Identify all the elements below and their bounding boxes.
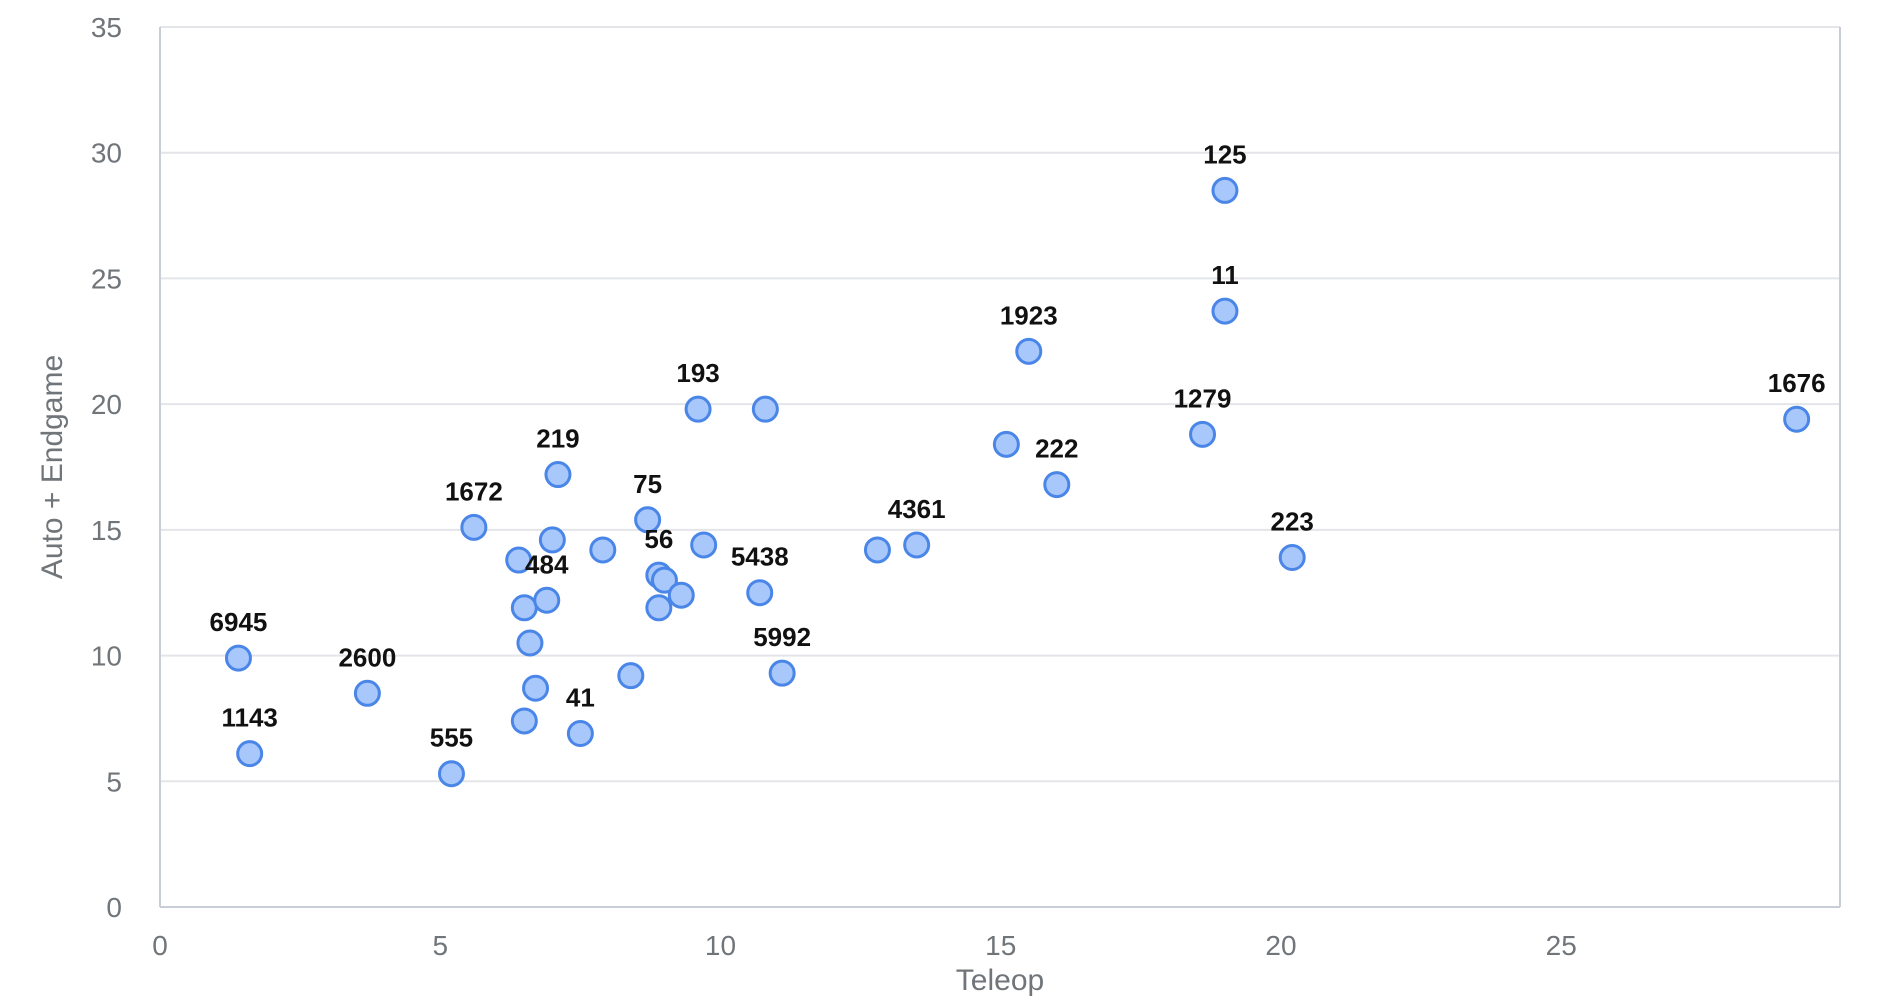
data-point [224,644,252,672]
data-point [684,395,712,423]
data-point-label: 56 [644,524,673,554]
data-point [746,579,774,607]
data-point [538,526,566,554]
y-tick-label: 10 [91,641,122,672]
x-tick-label: 0 [152,930,168,961]
data-point-label: 223 [1271,507,1314,537]
data-point-label: 5438 [731,542,789,572]
data-point-label: 1672 [445,476,503,506]
data-point [533,586,561,614]
data-point [690,531,718,559]
data-point [1278,544,1306,572]
data-point-label: 125 [1203,139,1246,169]
data-point [1043,471,1071,499]
point-label-layer: 6945 1143 2600 555 1672 484 219 41 75 56 193 5438 59… [210,139,1826,752]
data-point-label: 222 [1035,434,1078,464]
data-point-label: 484 [525,549,569,579]
data-point [236,740,264,768]
data-point-label: 6945 [210,607,268,637]
y-tick-label: 30 [91,138,122,169]
data-point [645,594,673,622]
data-point-label: 1279 [1174,383,1232,413]
data-point [863,536,891,564]
x-tick-label: 20 [1265,930,1296,961]
point-layer [224,176,1811,788]
data-point [353,679,381,707]
data-point-label: 75 [633,469,662,499]
data-point [617,662,645,690]
data-point [1783,405,1811,433]
data-point-label: 1923 [1000,300,1058,330]
data-point [1015,337,1043,365]
data-point-label: 1676 [1768,368,1826,398]
data-point [667,581,695,609]
data-point [903,531,931,559]
x-tick-label: 5 [432,930,448,961]
data-point [1189,420,1217,448]
x-tick-label: 25 [1546,930,1577,961]
y-tick-label: 0 [106,892,122,923]
x-tick-label: 10 [705,930,736,961]
data-point [460,513,488,541]
data-point [566,720,594,748]
data-point-label: 11 [1211,260,1239,290]
data-point [544,461,572,489]
y-tick-label: 20 [91,389,122,420]
axis-layer [159,27,1841,908]
y-axis-title: Auto + Endgame [36,355,69,579]
data-point-label: 1143 [221,703,277,733]
y-tick-label: 25 [91,263,122,294]
y-tick-label: 15 [91,515,122,546]
data-point [992,430,1020,458]
data-point-label: 2600 [338,642,396,672]
data-point-label: 4361 [888,494,946,524]
y-tick-label: 5 [106,766,122,797]
data-point-label: 193 [676,358,719,388]
data-point [1211,297,1239,325]
data-point [505,546,533,574]
tick-label-layer: 0 5 10 15 20 25 30 35 0 5 10 15 20 25 [91,12,1577,961]
data-point [751,395,779,423]
data-point [768,659,796,687]
grid-layer [160,26,1840,783]
x-axis-title: Teleop [956,964,1044,997]
x-tick-label: 15 [985,930,1016,961]
data-point [589,536,617,564]
data-point-label: 5992 [753,622,811,652]
data-point [1211,176,1239,204]
data-point-label: 219 [536,424,579,454]
data-point [516,629,544,657]
data-point [437,760,465,788]
data-point [510,707,538,735]
data-point [510,594,538,622]
data-point [522,674,550,702]
data-point [650,566,678,594]
data-point-label: 555 [430,723,473,753]
data-point-label: 41 [566,683,595,713]
data-point [634,506,662,534]
y-tick-label: 35 [91,12,122,43]
